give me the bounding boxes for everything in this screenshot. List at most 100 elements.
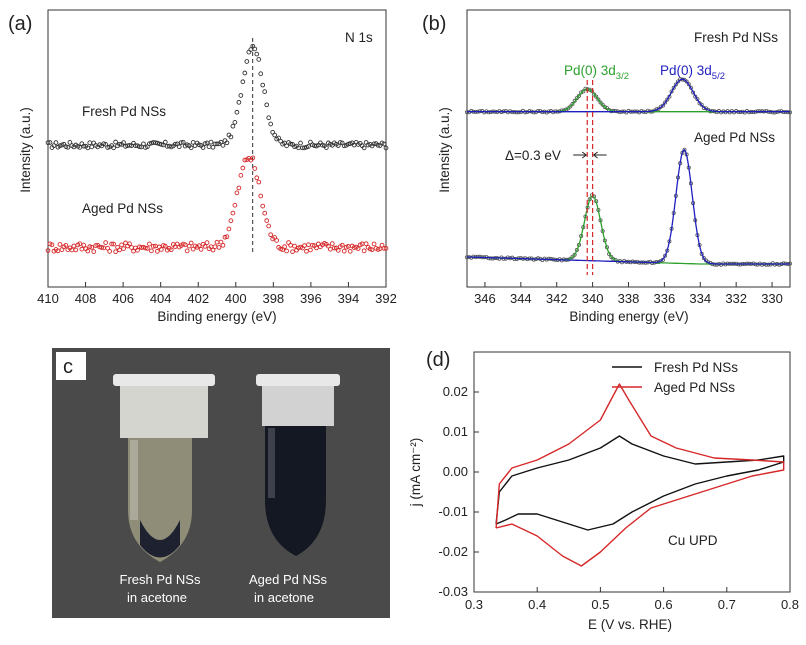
data-point-a [262, 210, 268, 216]
annotation-cu-upd: Cu UPD [668, 533, 718, 548]
data-point-b [570, 254, 575, 259]
data-point-a [45, 140, 51, 146]
data-point-a [234, 190, 240, 196]
data-point-a [121, 140, 126, 145]
shift-arrow-right [592, 151, 607, 159]
data-point-a [133, 143, 138, 148]
data-point-a [81, 143, 87, 149]
data-point-a [151, 243, 156, 249]
data-point-a [204, 240, 210, 245]
data-point-b [598, 100, 603, 105]
data-point-a [266, 115, 272, 121]
data-point-a [268, 232, 274, 238]
data-point-a [162, 139, 168, 145]
data-point-a [87, 140, 93, 146]
peak-label-pd52: Pd(0) 3d5/2 [660, 63, 725, 82]
panel-label-a: (a) [8, 13, 32, 35]
plot-frame-d [473, 351, 791, 593]
x-tick-label-a: 406 [112, 291, 134, 306]
x-tick-label-b: 336 [654, 291, 676, 306]
data-point-a [129, 245, 134, 250]
data-point-a [147, 241, 152, 247]
data-point-a [200, 145, 206, 150]
data-point-a [363, 241, 369, 247]
data-point-a [107, 248, 112, 254]
data-point-b [772, 110, 777, 115]
data-point-b [684, 79, 689, 84]
y-tick-label-d: 0.01 [443, 424, 468, 439]
data-point-a [339, 242, 345, 248]
data-point-a [262, 89, 268, 94]
data-point-a [254, 175, 260, 181]
data-point-a [327, 246, 333, 252]
panel-label-box-c [56, 352, 86, 380]
data-point-a [113, 249, 118, 255]
data-point-a [244, 59, 250, 64]
data-point-a [117, 247, 122, 253]
y-axis-label-a: Intensity (a.u.) [18, 107, 33, 193]
data-point-a [111, 145, 116, 151]
data-point-a [103, 240, 109, 245]
data-point-b [699, 102, 704, 107]
x-tick-label-b: 344 [510, 291, 532, 306]
panel-a: (a) N 1s Fresh Pd NSs Aged Pd NSs Bindin… [8, 9, 397, 324]
data-point-b [626, 108, 631, 113]
data-point-b [570, 102, 575, 107]
data-point-b [490, 256, 495, 261]
data-point-a [137, 144, 142, 150]
y-tick-label-d: 0.00 [443, 464, 468, 479]
legend-label-fresh: Fresh Pd NSs [654, 360, 738, 375]
data-point-a [172, 141, 178, 147]
data-point-a [232, 202, 238, 208]
y-tick-label-d: -0.02 [438, 544, 468, 559]
data-point-a [260, 82, 266, 88]
fit-curve-pd52 [467, 148, 790, 265]
legend-d: Fresh Pd NSs Aged Pd NSs [612, 360, 738, 395]
data-point-b [663, 100, 668, 105]
x-axis-label-b: Binding energy (eV) [569, 309, 688, 324]
data-point-b [686, 82, 691, 87]
data-point-b [673, 82, 678, 87]
data-point-a [381, 246, 387, 251]
data-point-a [256, 179, 262, 185]
peak-label-pd32: Pd(0) 3d3/2 [564, 63, 629, 82]
data-point-b [505, 255, 510, 260]
x-tick-label-b: 346 [474, 291, 496, 306]
data-point-a [77, 241, 83, 247]
data-point-a [67, 140, 73, 145]
data-point-a [228, 218, 234, 224]
data-point-b [665, 97, 670, 102]
data-point-a [220, 242, 226, 248]
data-point-a [210, 144, 216, 150]
data-point-a [292, 243, 297, 249]
data-point-a [383, 245, 389, 251]
data-point-a [361, 248, 367, 254]
data-point-a [115, 244, 120, 250]
data-point-a [158, 247, 164, 252]
data-point-a [310, 242, 315, 248]
data-point-a [278, 246, 283, 252]
data-point-a [314, 245, 319, 251]
data-point-a [216, 245, 222, 250]
data-point-a [202, 244, 208, 249]
tube-fresh [113, 374, 215, 562]
caption-fresh-line2: in acetone [127, 590, 187, 605]
data-point-a [212, 244, 218, 250]
panel-d: (d) E (V vs. RHE) j (mA cm⁻²) Cu UPD Fre… [408, 349, 799, 632]
data-point-a [218, 239, 224, 245]
data-point-a [236, 99, 242, 105]
data-point-a [236, 185, 242, 191]
series-label-aged-b: Aged Pd NSs [694, 130, 775, 145]
data-point-a [180, 139, 186, 145]
data-point-a [234, 109, 240, 115]
data-point-a [230, 210, 236, 216]
x-tick-label-b: 338 [618, 291, 640, 306]
data-point-a [266, 223, 272, 229]
x-tick-label-d: 0.7 [718, 597, 736, 612]
data-point-b [682, 147, 687, 152]
x-tick-label-d: 0.5 [591, 597, 609, 612]
data-point-a [47, 140, 53, 145]
data-point-a [117, 141, 122, 147]
x-tick-label-d: 0.3 [465, 597, 483, 612]
x-tick-label-a: 394 [338, 291, 360, 306]
